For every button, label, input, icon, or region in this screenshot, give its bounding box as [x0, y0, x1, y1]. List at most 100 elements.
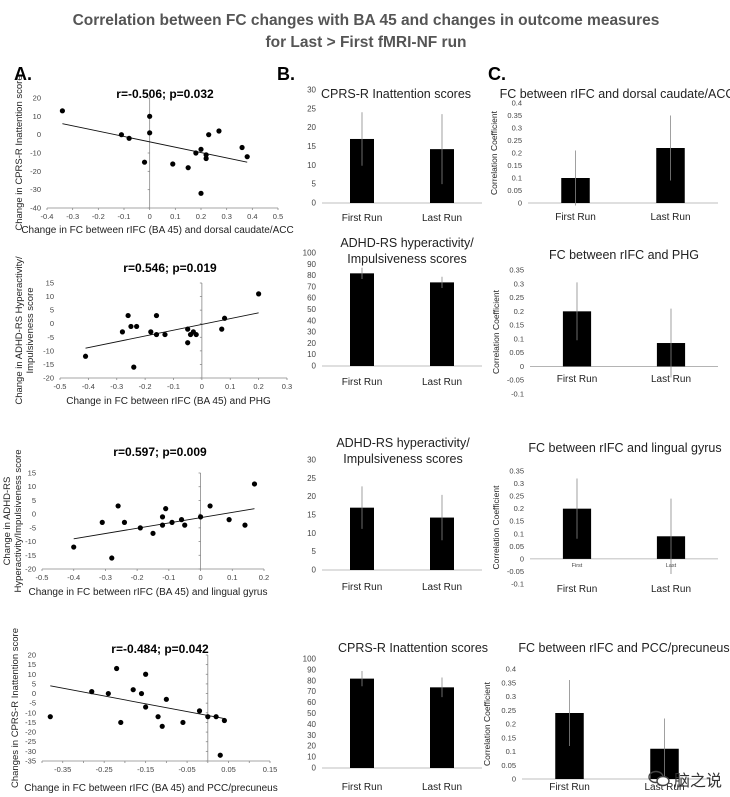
chart-c2-y-tick-label: -0.1	[511, 390, 524, 399]
chart-a1-y-tick-label: -40	[30, 204, 41, 213]
chart-a2-data-point	[153, 312, 160, 319]
chart-b4-bar	[430, 687, 454, 768]
chart-a3-x-tick-label: -0.1	[162, 573, 175, 582]
chart-a3-data-point	[159, 514, 166, 520]
chart-a2-data-point	[185, 340, 191, 346]
chart-a4-y-tick-label: -35	[25, 757, 36, 766]
chart-a2-x-tick-label: -0.1	[167, 382, 180, 391]
chart-a4-y-tick-label: -15	[25, 718, 36, 727]
chart-c3-y-tick-label: -0.1	[511, 580, 524, 589]
chart-a3-data-point	[207, 503, 213, 509]
chart-b2-bar	[350, 273, 374, 366]
chart-a4-data-point	[143, 704, 149, 710]
chart-a1-data-point	[147, 113, 153, 119]
chart-c1-title: FC between rIFC and dorsal caudate/ACC	[500, 87, 730, 101]
chart-a3-data-point	[115, 503, 121, 509]
chart-a1-data-point	[170, 161, 176, 167]
chart-a4-data-point	[196, 708, 203, 714]
chart-b2-y-tick-label: 90	[307, 260, 316, 269]
chart-c1-y-axis-label: Correlation Coefficient	[489, 110, 499, 195]
chart-a1-data-point	[185, 165, 191, 171]
chart-c3-bar-label: Last	[666, 563, 677, 569]
chart-a2-x-tick-label: 0.2	[253, 382, 263, 391]
panel-label-c: C.	[488, 64, 506, 84]
chart-a4-y-tick-label: -5	[29, 699, 36, 708]
chart-b2-category-label: Last Run	[422, 377, 462, 388]
chart-a4-y-tick-label: 20	[28, 651, 36, 660]
chart-b1-title: CPRS-R Inattention scores	[321, 87, 471, 101]
chart-a4-data-point	[47, 714, 53, 720]
chart-b3-y-tick-label: 0	[312, 566, 317, 575]
chart-a2-x-axis-label: Change in FC between rIFC (BA 45) and PH…	[66, 396, 271, 407]
chart-a1-data-point	[244, 154, 250, 160]
chart-b1-y-tick-label: 0	[312, 199, 317, 208]
chart-a1-y-tick-label: -20	[30, 167, 41, 176]
chart-a2-data-point	[148, 329, 154, 335]
chart-c4-y-tick-label: 0.35	[501, 678, 516, 687]
chart-a3-data-point	[251, 481, 258, 487]
chart-a1-data-point	[198, 190, 204, 196]
chart-a2-data-point	[119, 329, 126, 335]
chart-a2-y-tick-label: -5	[47, 333, 54, 342]
chart-b2-y-tick-label: 100	[303, 249, 317, 258]
chart-b3-title: Impulsiveness scores	[343, 452, 463, 466]
chart-b4-y-tick-label: 90	[307, 665, 316, 674]
chart-c1-y-tick-label: 0.25	[507, 136, 522, 145]
wechat-logo-icon	[648, 770, 670, 787]
chart-a3-y-tick-label: -20	[25, 565, 36, 574]
chart-b4-y-tick-label: 80	[307, 676, 316, 685]
chart-c2-y-tick-label: 0.05	[509, 348, 524, 357]
chart-a3-y-tick-label: 10	[28, 482, 36, 491]
chart-b2-y-tick-label: 70	[307, 282, 316, 291]
chart-c2-y-tick-label: 0.1	[514, 334, 524, 343]
chart-b3-y-tick-label: 20	[307, 492, 316, 501]
chart-a1-x-tick-label: 0.4	[247, 212, 257, 221]
chart-c4-y-tick-label: 0.3	[506, 692, 516, 701]
chart-a1-data-point	[203, 155, 209, 162]
chart-a4-x-tick-label: 0.15	[263, 765, 278, 774]
chart-a2-data-point	[219, 326, 225, 332]
chart-a2-data-point	[128, 323, 134, 330]
chart-a2-y-tick-label: 0	[50, 319, 54, 328]
chart-c4-y-tick-label: 0.1	[506, 747, 516, 756]
chart-a1-y-tick-label: -30	[30, 185, 41, 194]
chart-b3-title: ADHD-RS hyperactivity/	[336, 436, 470, 450]
chart-a3-data-point	[226, 517, 232, 523]
chart-b4-y-tick-label: 70	[307, 687, 316, 696]
chart-a4-data-point	[217, 752, 223, 758]
chart-a1-y-axis-label: Change in CPRS-R Inattention score	[14, 75, 25, 230]
chart-a3-data-point	[197, 514, 204, 520]
chart-c2-category-label: Last Run	[651, 374, 691, 385]
chart-a4-data-point	[180, 719, 186, 726]
chart-c3-title: FC between rIFC and lingual gyrus	[528, 441, 721, 455]
chart-a4-data-point	[105, 690, 111, 697]
chart-a1-x-tick-label: 0.3	[221, 212, 231, 221]
chart-b4-y-tick-label: 20	[307, 742, 316, 751]
chart-a3-data-point	[242, 522, 248, 528]
chart-b2-y-tick-label: 30	[307, 328, 316, 337]
chart-b1-y-tick-label: 20	[307, 123, 316, 132]
chart-b2-category-label: First Run	[342, 377, 383, 388]
chart-b1-category-label: First Run	[342, 213, 383, 224]
chart-a4-x-tick-label: -0.25	[96, 765, 113, 774]
chart-c1-y-tick-label: 0.2	[512, 149, 522, 158]
chart-c2-title: FC between rIFC and PHG	[549, 248, 699, 262]
chart-b4-y-tick-label: 30	[307, 731, 316, 740]
watermark: 脑之说	[648, 767, 722, 791]
chart-a4-data-point	[221, 717, 227, 724]
chart-a4-data-point	[205, 714, 211, 720]
chart-a1-x-axis-label: Change in FC between rIFC (BA 45) and do…	[21, 225, 293, 236]
chart-a2-y-tick-label: -20	[43, 374, 54, 383]
chart-b2-y-tick-label: 0	[312, 362, 317, 371]
chart-c3-y-axis-label: Correlation Coefficient	[491, 485, 501, 570]
chart-a2-x-tick-label: 0.3	[282, 382, 292, 391]
chart-b4-y-tick-label: 40	[307, 720, 316, 729]
chart-c1-y-tick-label: 0.05	[507, 186, 522, 195]
chart-a2-x-tick-label: -0.5	[54, 382, 67, 391]
chart-c3-category-label: First Run	[557, 584, 598, 595]
chart-a1-data-point	[141, 159, 148, 165]
chart-a1-y-tick-label: -10	[30, 149, 41, 158]
chart-c4-y-tick-label: 0.4	[506, 665, 516, 674]
chart-a1-x-tick-label: 0.5	[273, 212, 283, 221]
